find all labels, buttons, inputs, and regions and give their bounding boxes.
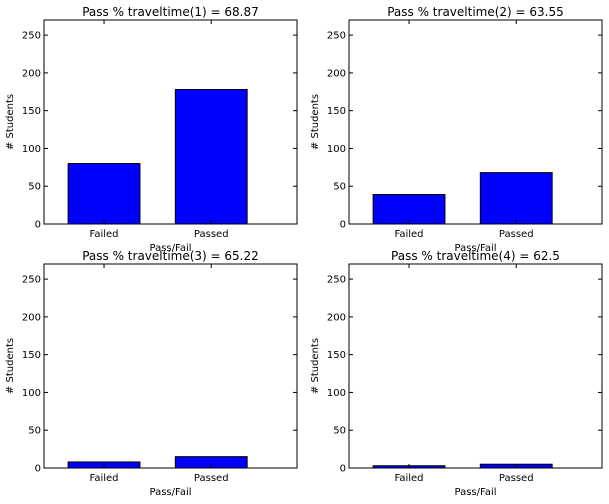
y-tick-label: 100 — [22, 388, 41, 399]
bar-failed — [372, 194, 446, 225]
y-tick-label: 200 — [22, 68, 41, 79]
y-axis-label: # Students — [5, 94, 16, 150]
subplot-3: 0 50 100 150 200 250 Failed Passed Pass % travel… — [5, 249, 298, 498]
chart-title: Pass % traveltime(1) = 68.87 — [82, 5, 259, 19]
x-axis-label: Pass/Fail — [454, 243, 496, 254]
y-tick-label: 100 — [22, 144, 41, 155]
y-tick-label: 150 — [327, 350, 346, 361]
y-tick-label: 100 — [327, 144, 346, 155]
y-tick-label: 200 — [327, 68, 346, 79]
axes-frame — [43, 263, 298, 469]
y-tick-label: 100 — [327, 388, 346, 399]
x-tick-label: Passed — [499, 229, 534, 240]
y-tick-label: 150 — [22, 106, 41, 117]
bar-failed — [67, 163, 141, 225]
y-axis-label: # Students — [5, 338, 16, 394]
x-tick-label: Failed — [395, 229, 424, 240]
x-tick-label: Failed — [395, 473, 424, 484]
x-tick-label: Failed — [90, 473, 119, 484]
y-tick-label: 250 — [327, 275, 346, 286]
y-tick-label: 50 — [28, 182, 41, 193]
y-axis-label: # Students — [310, 94, 321, 150]
y-tick-label: 150 — [22, 350, 41, 361]
x-axis-label: Pass/Fail — [454, 487, 496, 498]
subplot-1: 0 50 100 150 200 250 Failed Passed Pass % travel… — [5, 5, 298, 254]
x-axis-label: Pass/Fail — [149, 487, 191, 498]
y-tick-label: 50 — [28, 426, 41, 437]
y-tick-label: 50 — [333, 182, 346, 193]
y-tick-label: 150 — [327, 106, 346, 117]
y-tick-label: 200 — [22, 312, 41, 323]
axes-frame — [348, 263, 603, 469]
bar-passed — [174, 89, 248, 225]
y-tick-label: 250 — [327, 31, 346, 42]
y-tick-label: 50 — [333, 426, 346, 437]
y-tick-label: 200 — [327, 312, 346, 323]
x-tick-label: Failed — [90, 229, 119, 240]
subplot-2: 0 50 100 150 200 250 Failed Passed Pass % travel… — [310, 5, 603, 254]
chart-title: Pass % traveltime(2) = 63.55 — [387, 5, 564, 19]
y-tick-label: 0 — [35, 464, 41, 475]
x-tick-label: Passed — [499, 473, 534, 484]
subplot-4: 0 50 100 150 200 250 Failed Passed Pass % travel… — [310, 249, 603, 498]
x-tick-label: Passed — [194, 229, 229, 240]
y-tick-label: 250 — [22, 31, 41, 42]
axes-frame — [348, 19, 603, 225]
y-tick-label: 250 — [22, 275, 41, 286]
axes-frame — [43, 19, 298, 225]
x-axis-label: Pass/Fail — [149, 243, 191, 254]
x-tick-label: Passed — [194, 473, 229, 484]
chart-title: Pass % traveltime(3) = 65.22 — [82, 249, 259, 263]
y-tick-label: 0 — [340, 464, 346, 475]
y-axis-label: # Students — [310, 338, 321, 394]
y-tick-label: 0 — [340, 220, 346, 231]
y-tick-label: 0 — [35, 220, 41, 231]
chart-title: Pass % traveltime(4) = 62.5 — [391, 249, 560, 263]
bar-passed — [479, 172, 553, 225]
